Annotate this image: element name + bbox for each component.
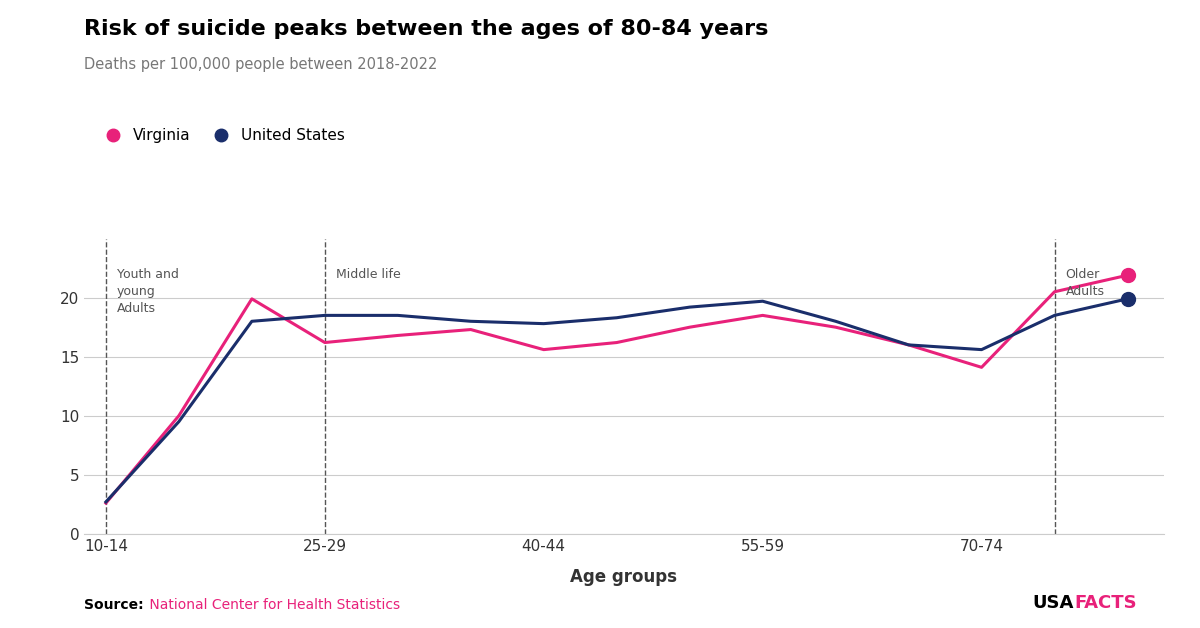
Text: Older
Adults: Older Adults [1066,268,1104,298]
Text: National Center for Health Statistics: National Center for Health Statistics [145,598,401,612]
Text: FACTS: FACTS [1074,594,1136,612]
Text: Deaths per 100,000 people between 2018-2022: Deaths per 100,000 people between 2018-2… [84,57,437,72]
Text: USA: USA [1032,594,1073,612]
Text: Risk of suicide peaks between the ages of 80-84 years: Risk of suicide peaks between the ages o… [84,19,768,39]
Text: Source:: Source: [84,598,144,612]
Text: Middle life: Middle life [336,268,401,281]
X-axis label: Age groups: Age groups [570,568,678,585]
Legend: Virginia, United States: Virginia, United States [91,122,350,149]
Text: Youth and
young
Adults: Youth and young Adults [116,268,179,315]
